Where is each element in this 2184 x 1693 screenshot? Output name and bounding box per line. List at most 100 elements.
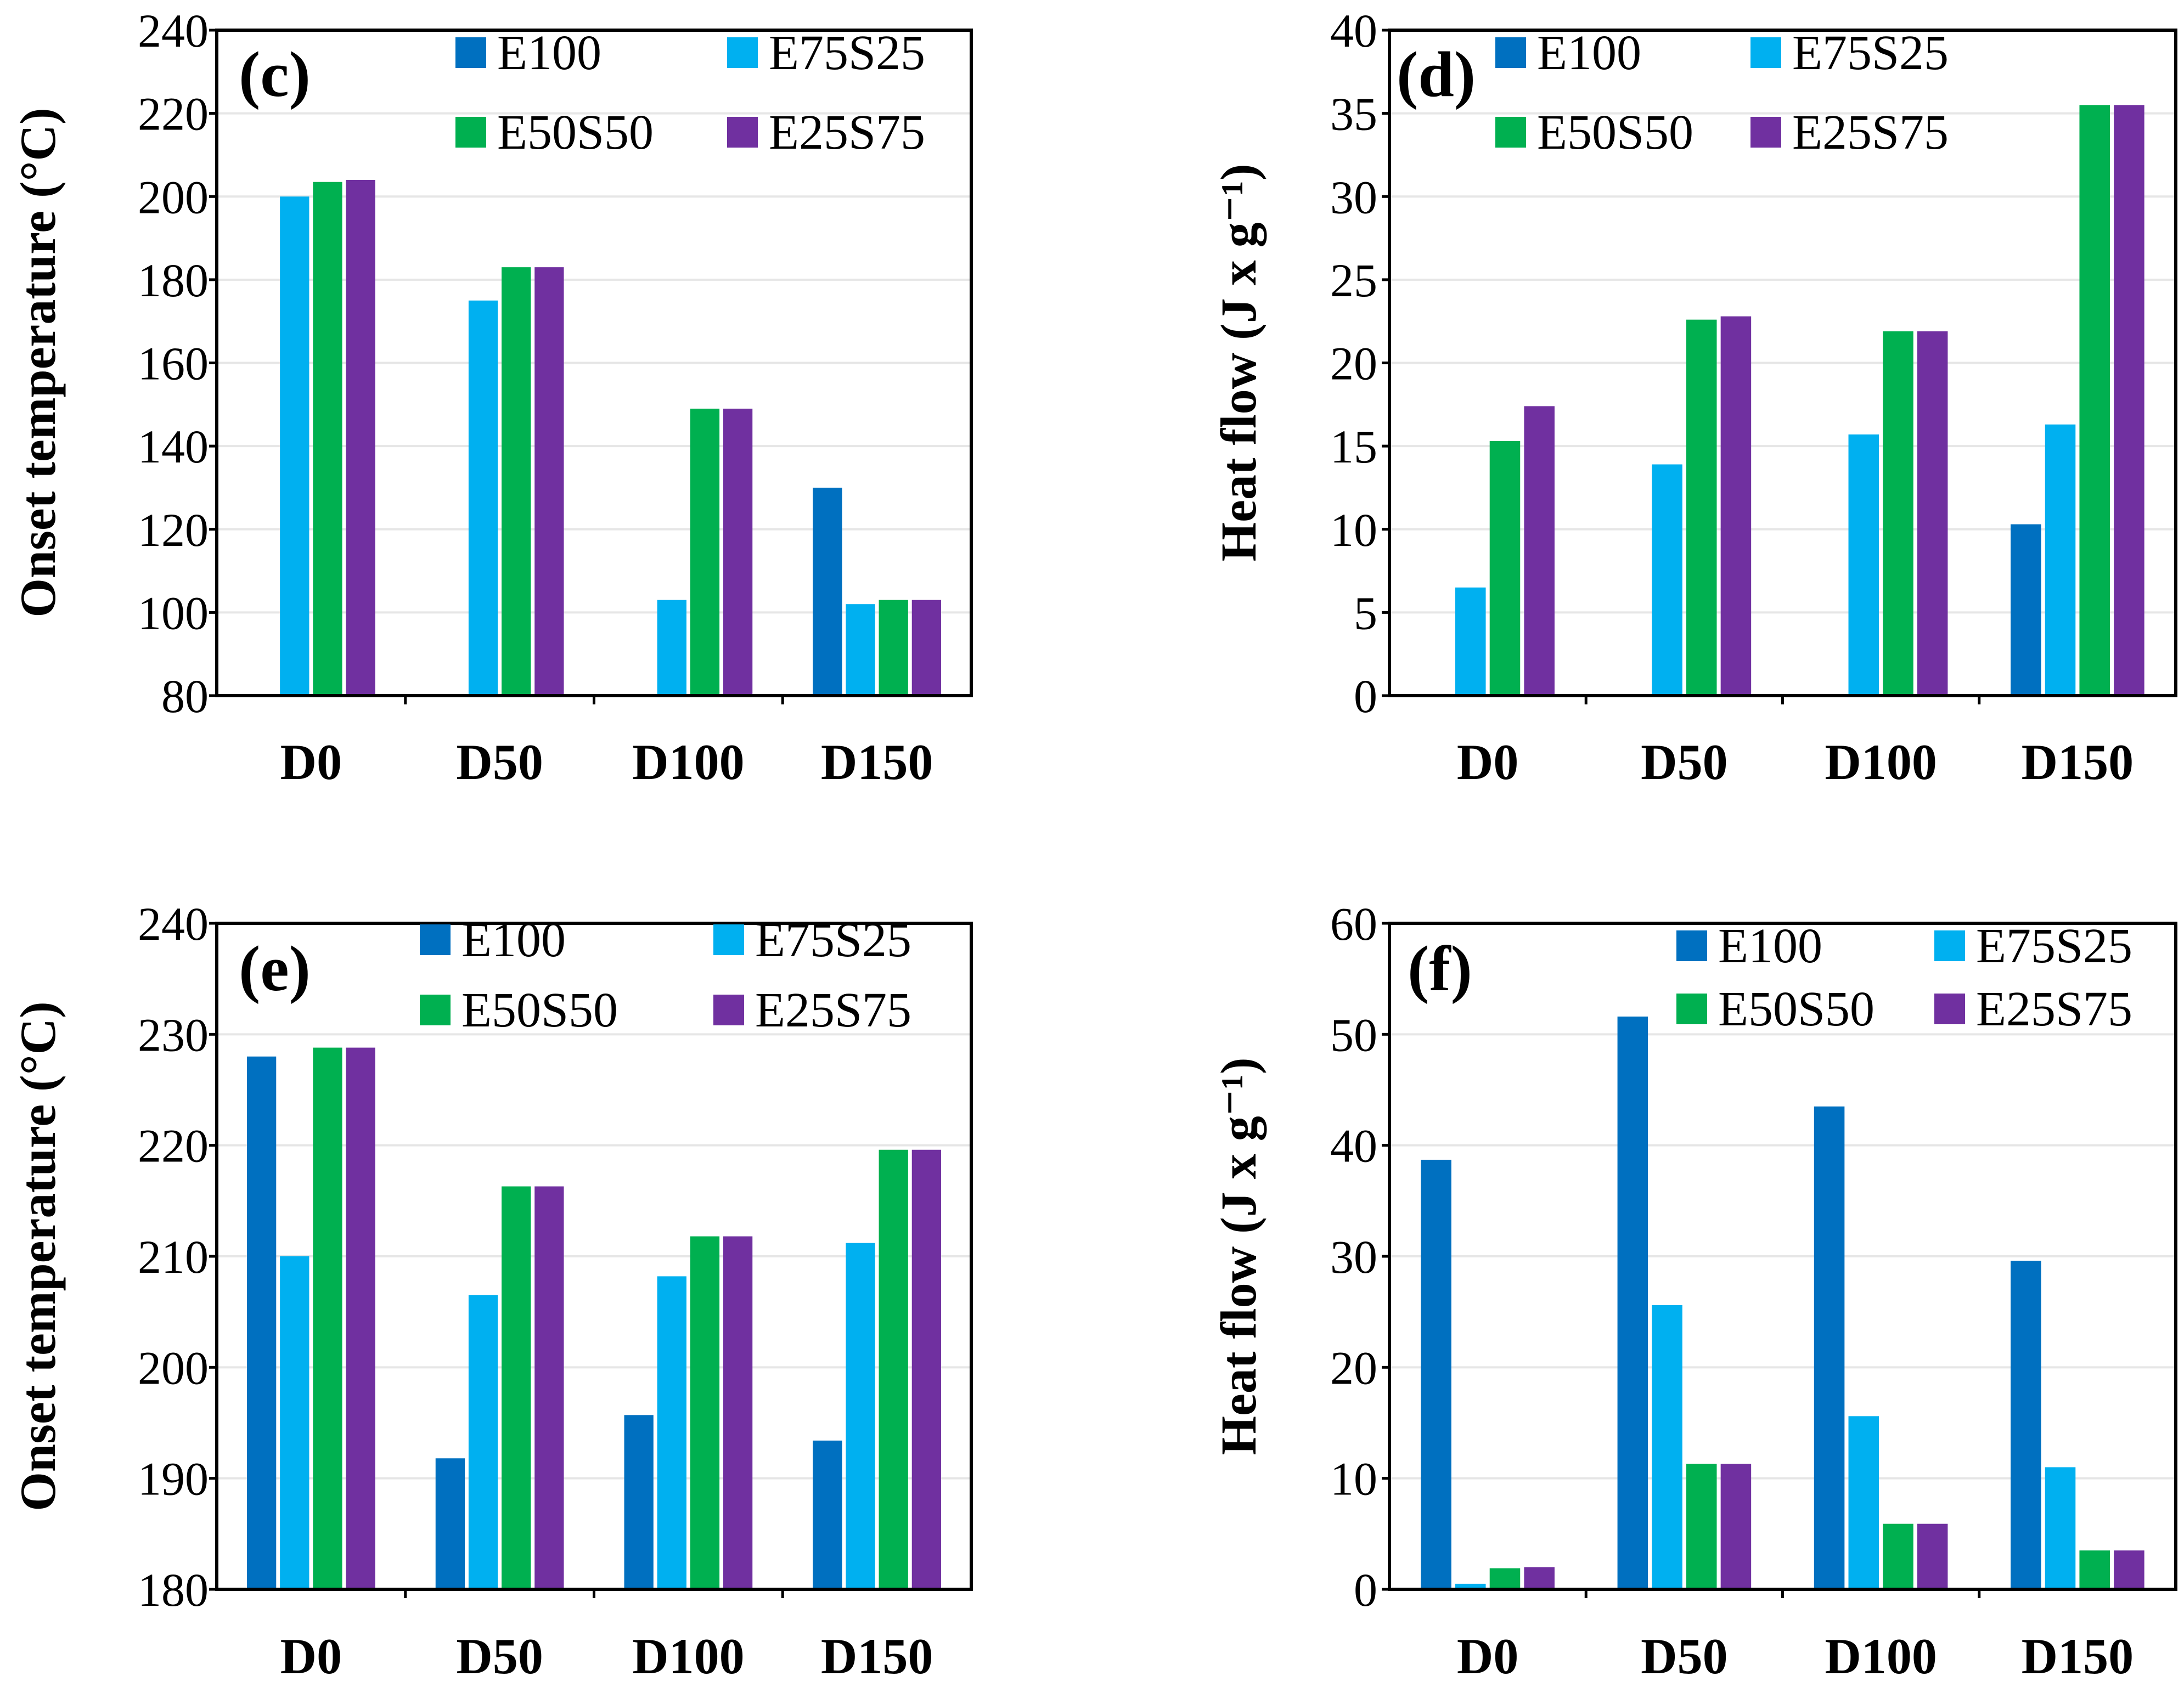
y-tick-label: 30 — [1330, 171, 1377, 223]
bar-e25s75-d50 — [534, 267, 564, 696]
panel-label: (f) — [1408, 933, 1472, 1004]
bar-e75s25-d150 — [2045, 1467, 2076, 1589]
legend-label-e100: E100 — [461, 913, 566, 967]
y-tick-label: 30 — [1330, 1231, 1377, 1283]
bar-e75s25-d50 — [1652, 1305, 1682, 1589]
bar-e100-d0 — [1421, 1159, 1451, 1589]
legend-swatch-e100 — [420, 924, 451, 955]
legend-swatch-e25s75 — [713, 995, 744, 1025]
bar-e50s50-d50 — [502, 267, 531, 696]
bar-e50s50-d50 — [1686, 1464, 1717, 1589]
bar-e50s50-d150 — [879, 600, 908, 696]
bar-e100-d100 — [624, 1415, 654, 1589]
bar-e100-d150 — [813, 1440, 842, 1589]
bar-e75s25-d150 — [846, 1243, 875, 1589]
y-tick-label: 180 — [138, 1564, 209, 1616]
bar-e50s50-d50 — [1686, 319, 1717, 696]
legend-swatch-e25s75 — [727, 117, 758, 148]
bar-e25s75-d50 — [1720, 1464, 1752, 1589]
legend-swatch-e50s50 — [455, 117, 486, 148]
y-tick-label: 160 — [138, 337, 209, 390]
x-category-label-d100: D100 — [632, 734, 744, 790]
bar-e25s75-d0 — [346, 179, 375, 696]
bar-e25s75-d150 — [2114, 105, 2144, 696]
bar-e50s50-d150 — [2079, 105, 2110, 696]
y-tick-label: 140 — [138, 420, 209, 473]
x-category-label-d0: D0 — [280, 734, 342, 790]
y-tick-label: 10 — [1330, 504, 1377, 556]
y-tick-label: 240 — [138, 4, 209, 57]
bar-e75s25-d150 — [2045, 424, 2076, 696]
y-tick-label: 190 — [138, 1453, 209, 1505]
bar-e25s75-d150 — [2114, 1550, 2144, 1589]
y-tick-label: 230 — [138, 1008, 209, 1061]
bar-e100-d50 — [1617, 1016, 1648, 1589]
y-tick-label: 80 — [161, 670, 209, 723]
legend-label-e50s50: E50S50 — [497, 105, 654, 160]
legend-label-e25s75: E25S75 — [1792, 105, 1949, 160]
legend-label-e75s25: E75S25 — [769, 26, 925, 80]
bar-e50s50-d150 — [2079, 1550, 2110, 1589]
x-category-label-d0: D0 — [1457, 1628, 1518, 1684]
y-tick-label: 35 — [1330, 88, 1377, 140]
legend-label-e75s25: E75S25 — [1976, 919, 2132, 973]
bar-e100-d150 — [813, 487, 842, 696]
legend-swatch-e50s50 — [420, 995, 451, 1025]
legend-swatch-e25s75 — [1934, 994, 1965, 1024]
bar-e25s75-d50 — [1720, 316, 1752, 696]
bar-e75s25-d150 — [846, 604, 875, 696]
panel-c-onset-temperature-chart: 80 100 120 140 160 180 200 220 240 D0 D50 D100 D150 O… — [10, 4, 973, 790]
legend-label-e75s25: E75S25 — [755, 913, 911, 967]
y-tick-label: 210 — [138, 1231, 209, 1283]
y-axis-label: Onset temperature (°C) — [10, 1001, 66, 1511]
bar-e25s75-d100 — [723, 408, 753, 696]
bar-e50s50-d0 — [313, 182, 342, 696]
y-tick-label: 40 — [1330, 4, 1377, 57]
y-tick-label: 50 — [1330, 1008, 1377, 1061]
x-category-label-d50: D50 — [456, 734, 543, 790]
x-category-label-d50: D50 — [456, 1628, 543, 1684]
bar-e100-d150 — [2011, 524, 2041, 696]
bar-e100-d100 — [1814, 1106, 1845, 1589]
bar-e75s25-d0 — [1455, 587, 1486, 696]
y-tick-label: 220 — [138, 88, 209, 140]
bar-e25s75-d150 — [911, 600, 941, 696]
bar-e25s75-d100 — [1917, 331, 1948, 696]
legend-label-e75s25: E75S25 — [1792, 26, 1949, 80]
bar-e75s25-d100 — [1848, 1416, 1879, 1589]
panel-f-heat-flow-chart: 0 10 20 30 40 50 60 D0 D50 D100 D150 Heat flow (J x… — [1211, 898, 2177, 1684]
bar-e50s50-d100 — [690, 408, 720, 696]
bar-e75s25-d50 — [468, 300, 498, 696]
bar-e75s25-d100 — [657, 600, 686, 696]
y-tick-label: 100 — [138, 586, 209, 639]
bar-e75s25-d0 — [280, 1256, 309, 1589]
legend-swatch-e75s25 — [727, 37, 758, 68]
bar-e25s75-d50 — [534, 1186, 564, 1589]
y-tick-label: 180 — [138, 254, 209, 307]
bar-e50s50-d50 — [502, 1186, 531, 1589]
bar-e50s50-d100 — [1883, 331, 1913, 696]
panel-label: (d) — [1397, 38, 1476, 110]
bar-e50s50-d100 — [1883, 1523, 1913, 1589]
bar-e25s75-d0 — [1524, 406, 1555, 696]
bar-e75s25-d0 — [1455, 1583, 1486, 1589]
y-tick-label: 200 — [138, 1341, 209, 1394]
y-tick-label: 240 — [138, 898, 209, 950]
y-tick-label: 15 — [1330, 420, 1377, 473]
legend-label-e25s75: E25S75 — [1976, 982, 2132, 1036]
bar-e50s50-d0 — [313, 1047, 342, 1589]
legend-swatch-e100 — [1495, 37, 1526, 68]
y-tick-label: 60 — [1330, 898, 1377, 950]
y-tick-label: 20 — [1330, 337, 1377, 390]
x-category-label-d50: D50 — [1641, 734, 1727, 790]
legend-swatch-e25s75 — [1750, 117, 1781, 148]
bar-e50s50-d0 — [1489, 441, 1521, 696]
y-tick-label: 200 — [138, 171, 209, 223]
bar-e25s75-d150 — [911, 1149, 941, 1589]
bar-e50s50-d150 — [879, 1149, 908, 1589]
panel-d-heat-flow-chart: 0 5 10 15 20 25 30 35 40 D0 D50 D100 D150 Heat flow (… — [1211, 4, 2177, 790]
x-category-label-d0: D0 — [280, 1628, 342, 1684]
bar-e25s75-d100 — [1917, 1523, 1948, 1589]
x-category-label-d100: D100 — [632, 1628, 744, 1684]
